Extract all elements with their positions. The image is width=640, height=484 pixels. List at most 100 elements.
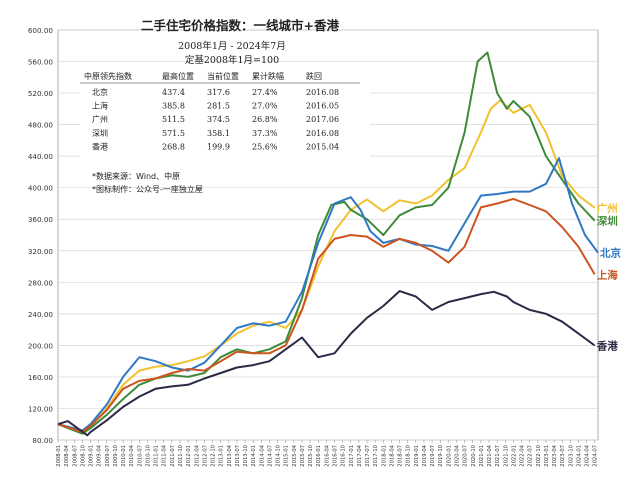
x-tick-label: 2018-07 [398,445,404,467]
table-header-row: 中原领先指数 最高位置 当前位置 累计跌幅 跌回 [84,71,322,81]
table-row: 广州 511.5 374.5 26.8% 2017.06 [92,114,339,124]
x-tick-label: 2016-01 [316,445,322,467]
y-tick-label: 400.00 [28,184,54,193]
table-cell: 511.5 [162,115,185,124]
y-tick-label: 80.00 [32,436,53,445]
series-label-深圳: 深圳 [597,215,618,228]
x-tick-label: 2013-07 [235,445,241,467]
table-cell: 北京 [92,87,108,97]
table-row: 上海 385.8 281.5 27.0% 2016.05 [92,101,339,111]
table-background [80,66,370,158]
y-tick-label: 160.00 [28,373,54,382]
table-row: 深圳 571.5 358.1 37.3% 2016.08 [92,128,339,138]
y-tick-label: 480.00 [28,121,54,130]
table-cell: 上海 [92,101,108,111]
table-header-cell: 跌回 [306,71,322,81]
table-cell: 2015.04 [306,142,339,151]
table-cell: 2016.08 [306,88,339,97]
x-tick-label: 2012-04 [194,444,200,466]
y-tick-label: 320.00 [28,247,54,256]
series-lines [57,51,599,437]
x-tick-label: 2022-07 [528,445,534,467]
y-tick-label: 240.00 [28,310,54,319]
x-tick-label: 2011-01 [154,445,160,467]
table-cell: 281.5 [207,102,230,111]
x-tick-label: 2021-07 [495,445,501,467]
y-tick-label: 600.00 [28,26,54,35]
x-tick-label: 2018-10 [406,445,412,467]
y-tick-label: 560.00 [28,58,54,67]
y-tick-label: 120.00 [28,404,54,413]
x-tick-label: 2023-04 [552,444,558,466]
table-cell: 深圳 [92,128,108,138]
x-tick-label: 2017-07 [365,445,371,467]
x-tick-label: 2008-04 [64,444,70,466]
table-cell: 374.5 [207,115,230,124]
x-tick-label: 2023-01 [544,445,550,467]
table-cell: 27.0% [252,102,278,111]
table-cell: 199.9 [207,142,230,151]
x-tick-label: 2022-01 [511,445,517,467]
x-tick-label: 2014-01 [251,445,257,467]
note-source: *数据来源：Wind、中原 [92,172,181,181]
x-tick-label: 2018-04 [389,444,395,466]
x-tick-label: 2011-07 [170,445,176,467]
series-label-上海: 上海 [597,268,618,281]
series-label-北京: 北京 [600,247,621,260]
x-tick-label: 2019-01 [414,445,420,467]
table-header-cell: 中原领先指数 [84,71,132,81]
table-cell: 27.4% [252,88,278,97]
x-tick-label: 2010-10 [145,445,151,467]
x-tick-label: 2015-04 [292,444,298,466]
x-tick-label: 2009-10 [113,445,119,467]
table-cell: 2017.06 [306,115,339,124]
series-line-北京 [57,157,599,432]
x-tick-label: 2009-04 [97,444,103,466]
x-tick-label: 2013-04 [227,444,233,466]
table-cell: 2016.05 [306,102,339,111]
x-tick-label: 2013-10 [243,445,249,467]
table-cell: 571.5 [162,129,185,138]
x-tick-label: 2016-04 [324,444,330,466]
x-tick-label: 2009-01 [89,445,95,467]
x-tick-label: 2014-07 [267,445,273,467]
table-cell: 37.3% [252,129,278,138]
x-tick-label: 2019-10 [438,445,444,467]
table-cell: 广州 [92,114,108,124]
x-tick-label: 2024-07 [593,445,599,467]
x-tick-label: 2018-01 [381,445,387,467]
chart-title: 二手住宅价格指数：一线城市+香港 [141,18,339,33]
note-credit: *图标制作：公众号-一座独立屋 [92,185,203,194]
x-tick-label: 2010-04 [129,444,135,466]
x-tick-label: 2022-04 [520,444,526,466]
y-tick-label: 200.00 [28,341,54,350]
table-cell: 385.8 [162,102,185,111]
x-tick-label: 2023-10 [568,445,574,467]
x-tick-label: 2013-01 [219,445,225,467]
x-tick-label: 2021-01 [479,445,485,467]
x-tick-label: 2016-10 [341,445,347,467]
x-tick-label: 2011-10 [178,445,184,467]
y-tick-label: 440.00 [28,152,54,161]
x-tick-label: 2015-07 [300,445,306,467]
x-tick-label: 2010-07 [137,445,143,467]
table-cell: 358.1 [207,129,230,138]
chart-subtitle-1: 2008年1月 - 2024年7月 [178,40,286,52]
y-tick-label: 360.00 [28,215,54,224]
table-cell: 317.6 [207,88,230,97]
table-header-cell: 最高位置 [162,71,194,81]
x-tick-label: 2012-10 [211,445,217,467]
series-label-广州: 广州 [597,202,618,215]
y-tick-label: 520.00 [28,89,54,98]
series-line-香港 [57,290,596,437]
x-tick-label: 2015-01 [284,445,290,467]
table-row: 香港 268.8 199.9 25.6% 2015.04 [92,141,339,151]
x-tick-label: 2014-10 [276,445,282,467]
x-tick-label: 2019-07 [430,445,436,467]
x-tick-label: 2020-01 [446,445,452,467]
x-tick-label: 2017-04 [357,444,363,466]
x-tick-label: 2010-01 [121,445,127,467]
x-tick-label: 2008-10 [80,445,86,467]
series-label-香港: 香港 [596,339,618,352]
x-tick-label: 2020-07 [463,445,469,467]
